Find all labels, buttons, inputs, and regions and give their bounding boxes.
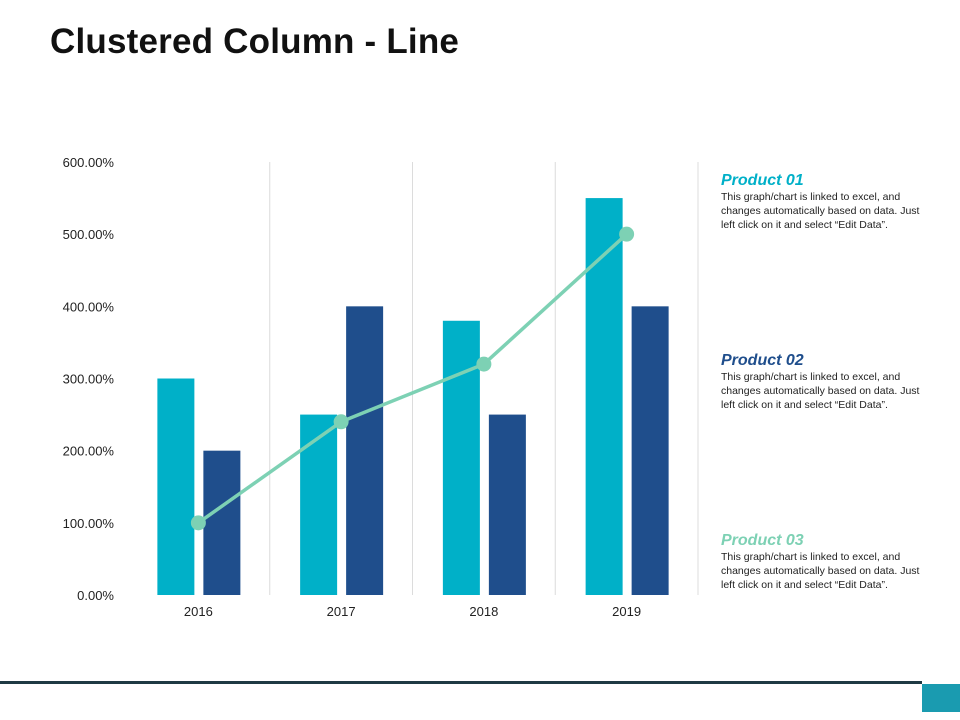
y-tick-label: 400.00%	[63, 299, 115, 314]
line-point-2018	[476, 356, 492, 372]
y-tick-label: 300.00%	[63, 372, 115, 387]
line-point-2017	[333, 414, 349, 430]
legend-product-02: Product 02 This graph/chart is linked to…	[721, 352, 921, 412]
line-point-2019	[619, 226, 635, 242]
line-point-2016	[190, 515, 206, 531]
y-tick-label: 200.00%	[63, 444, 115, 459]
bar-product-02-2016	[203, 450, 241, 595]
x-tick-label: 2018	[469, 604, 498, 619]
y-tick-label: 600.00%	[63, 155, 115, 170]
bars	[157, 198, 669, 596]
legend-title-product-02: Product 02	[721, 352, 804, 369]
line-series	[190, 226, 635, 531]
page-title: Clustered Column - Line	[50, 22, 460, 61]
x-tick-label: 2016	[184, 604, 213, 619]
y-tick-label: 500.00%	[63, 227, 115, 242]
x-axis-labels: 2016 2017 2018 2019	[184, 604, 641, 619]
y-axis-labels: 0.00% 100.00% 200.00% 300.00% 400.00% 500.00%…	[63, 155, 115, 603]
footer-divider	[0, 681, 922, 684]
legend-product-03: Product 03 This graph/chart is linked to…	[721, 532, 921, 592]
line-product-03	[196, 232, 629, 525]
legend-title-product-03: Product 03	[721, 532, 804, 549]
bar-product-01-2019	[585, 198, 623, 596]
bar-product-01-2017	[300, 414, 338, 595]
y-tick-label: 100.00%	[63, 516, 115, 531]
legend-product-01: Product 01 This graph/chart is linked to…	[721, 172, 921, 232]
bar-product-02-2017	[346, 306, 384, 595]
bar-product-02-2019	[631, 306, 669, 595]
gridlines	[269, 162, 699, 595]
x-tick-label: 2019	[612, 604, 641, 619]
bar-product-01-2018	[442, 320, 480, 595]
y-tick-label: 0.00%	[77, 588, 114, 603]
legend-title-product-01: Product 01	[721, 172, 804, 189]
legend-description-product-01: This graph/chart is linked to excel, and…	[721, 191, 920, 231]
bar-product-01-2016	[157, 378, 195, 595]
legend-description-product-02: This graph/chart is linked to excel, and…	[721, 371, 920, 411]
footer-accent-square	[922, 684, 960, 712]
legend-description-product-03: This graph/chart is linked to excel, and…	[721, 551, 920, 591]
x-tick-label: 2017	[327, 604, 356, 619]
bar-product-02-2018	[488, 414, 526, 595]
